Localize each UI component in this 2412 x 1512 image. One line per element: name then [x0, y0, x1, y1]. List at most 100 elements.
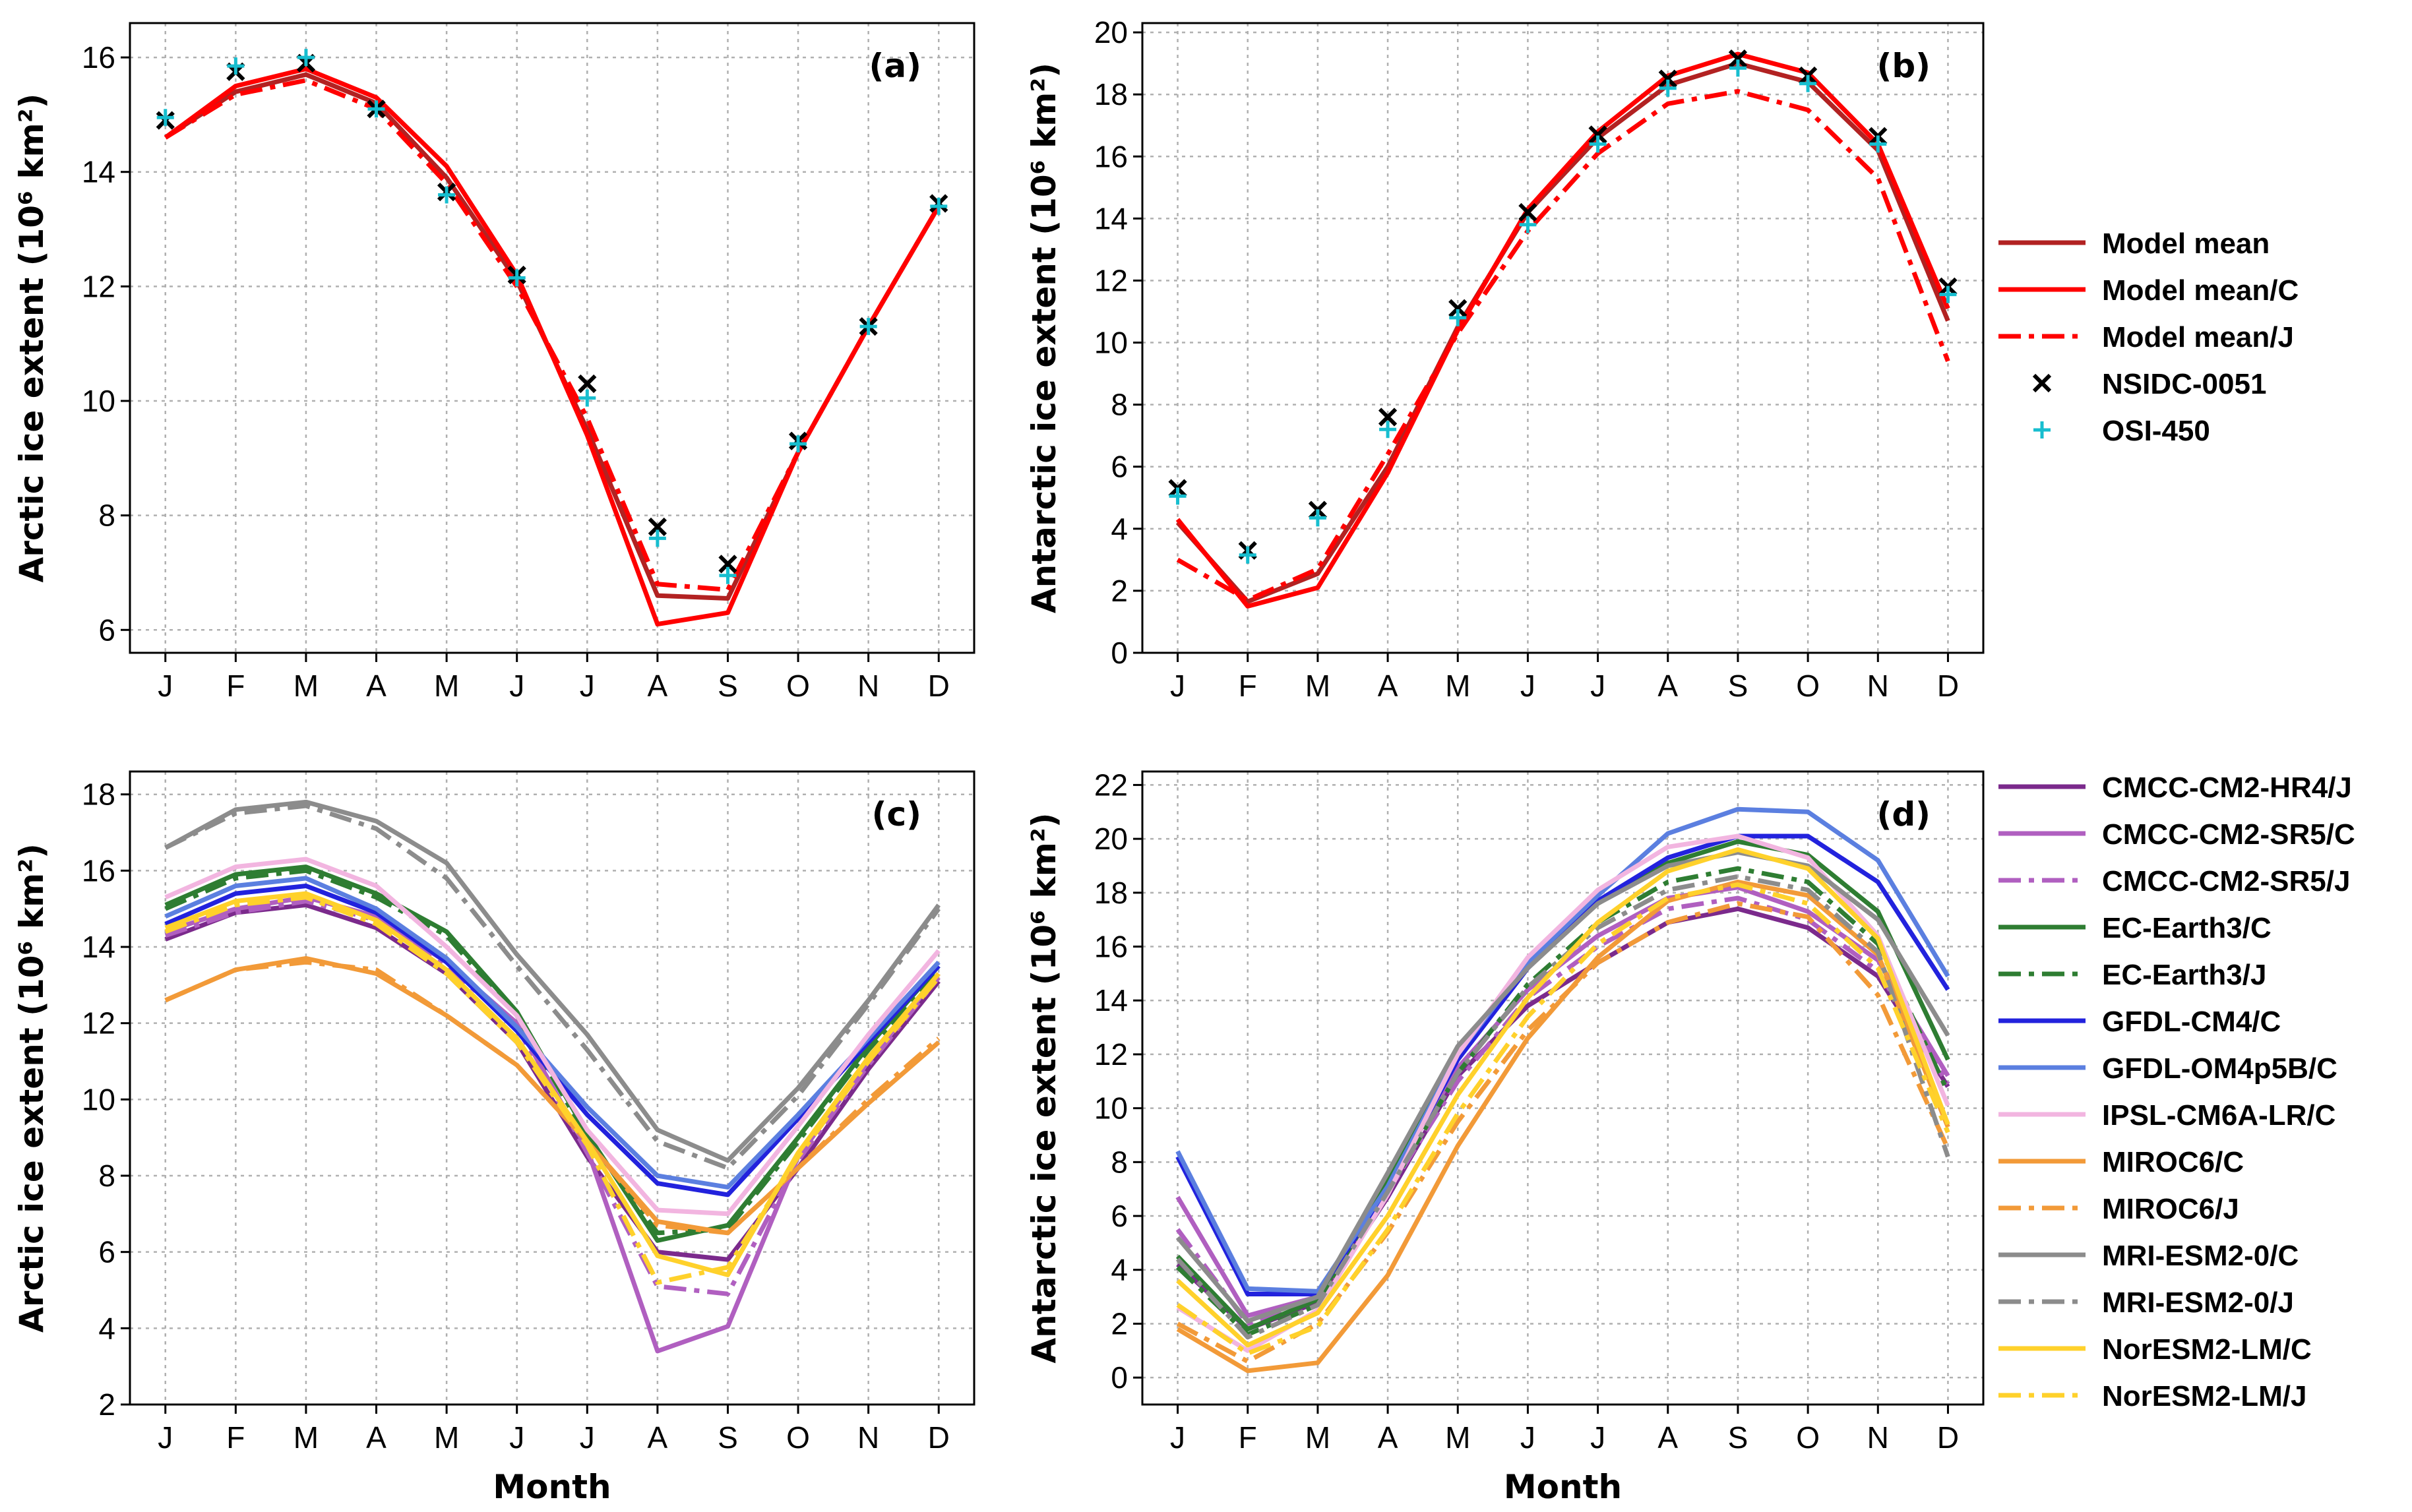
marker-nsidc-0051	[1658, 69, 1677, 88]
y-tick-label: 12	[1094, 1037, 1128, 1072]
marker-osi-450	[156, 109, 174, 127]
y-tick-label: 12	[82, 1006, 115, 1041]
series-line-ipsl-cm6a-lr-c	[164, 857, 941, 1217]
x-tick-label: J	[580, 669, 595, 703]
axes-frame	[1141, 770, 1985, 1406]
marker-osi-450	[227, 57, 245, 75]
marker-nsidc-0051	[648, 517, 667, 537]
legend-label: EC-Earth3/C	[2102, 912, 2272, 944]
marker-osi-450	[367, 100, 385, 118]
y-axis-label: Arctic ice extent (10⁶ km²)	[13, 843, 51, 1333]
series-line-gfdl-cm4-c	[1175, 833, 1950, 1296]
y-tick-label: 18	[1094, 77, 1128, 111]
y-tick-label: 6	[98, 613, 115, 647]
y-tick-label: 20	[1094, 822, 1128, 856]
series-line-model-mean-j	[1176, 89, 1950, 603]
x-tick-label: J	[1590, 1420, 1605, 1455]
legend-label: GFDL-OM4p5B/C	[2102, 1052, 2337, 1085]
x-tick-label: S	[1728, 1420, 1748, 1455]
series-line-model-mean-c	[1175, 51, 1950, 609]
marker-osi-450	[1799, 75, 1817, 92]
marker-osi-450	[297, 49, 315, 67]
legend-label: CMCC-CM2-HR4/J	[2102, 771, 2352, 804]
x-tick-label: A	[648, 1420, 668, 1455]
x-tick-label: M	[1305, 1420, 1330, 1455]
x-tick-label: F	[226, 669, 245, 703]
marker-osi-450	[1519, 216, 1537, 233]
series-line-model-mean	[164, 72, 941, 601]
x-tick-label: M	[294, 669, 319, 703]
marker-nsidc-0051	[718, 555, 737, 574]
axes-frame	[1141, 22, 1985, 654]
x-tick-label: A	[648, 669, 668, 703]
x-tick-label: D	[1937, 669, 1959, 703]
y-tick-label: 10	[1094, 326, 1128, 360]
legend-label: EC-Earth3/J	[2102, 959, 2266, 991]
marker-osi-450	[719, 566, 737, 584]
x-tick-label: M	[294, 1420, 319, 1455]
x-tick-label: N	[1867, 669, 1889, 703]
x-tick-label: J	[1590, 669, 1605, 703]
marker-osi-450	[1169, 487, 1187, 505]
x-tick-label: O	[1796, 1420, 1820, 1455]
marker-osi-450	[859, 318, 877, 336]
legend-label: Model mean/J	[2102, 321, 2294, 353]
x-tick-label: J	[509, 669, 524, 703]
panel-label: (b)	[1877, 47, 1931, 85]
y-tick-label: 12	[82, 269, 115, 303]
y-tick-label: 18	[1094, 876, 1128, 910]
x-tick-label: J	[1170, 669, 1185, 703]
marker-osi-450	[1589, 135, 1607, 153]
legend-label: IPSL-CM6A-LR/C	[2102, 1099, 2335, 1132]
y-tick-label: 14	[1094, 983, 1128, 1017]
x-tick-label: M	[434, 1420, 459, 1455]
x-tick-label: O	[786, 1420, 810, 1455]
x-tick-label: S	[718, 669, 738, 703]
x-tick-label: O	[786, 669, 810, 703]
y-axis-label: Antarctic ice extent (10⁶ km²)	[1025, 63, 1063, 613]
y-tick-label: 14	[82, 930, 115, 964]
marker-osi-450	[1379, 421, 1397, 438]
marker-nsidc-0051	[1448, 299, 1468, 318]
legend-label: MIROC6/C	[2102, 1146, 2244, 1178]
marker-osi-450	[1659, 79, 1677, 97]
marker-osi-450	[1939, 286, 1957, 303]
y-tick-label: 12	[1094, 263, 1128, 297]
legend-label: NorESM2-LM/C	[2102, 1333, 2312, 1366]
y-tick-label: 6	[1111, 450, 1128, 484]
y-tick-label: 16	[1094, 139, 1128, 173]
panel-d: J F M A M J J A S O N D 0 2 4 6 8 10 12 14 16 18 20 22 (d) Antarc…	[1025, 768, 1985, 1506]
y-tick-label: 6	[1111, 1199, 1128, 1233]
legend-label: GFDL-CM4/C	[2102, 1006, 2281, 1038]
series-line-miroc6-j	[164, 959, 941, 1236]
y-axis-label: Arctic ice extent (10⁶ km²)	[13, 94, 51, 583]
y-axis-label: Antarctic ice extent (10⁶ km²)	[1025, 812, 1063, 1363]
x-tick-label: J	[580, 1420, 595, 1455]
x-tick-label: D	[928, 1420, 950, 1455]
series-line-model-mean	[1175, 61, 1950, 604]
y-tick-label: 0	[1111, 1360, 1128, 1395]
panel-label: (a)	[869, 47, 921, 85]
y-tick-label: 6	[98, 1235, 115, 1269]
x-tick-label: A	[1657, 669, 1678, 703]
x-axis-label: Month	[1504, 1468, 1622, 1506]
y-tick-label: 8	[1111, 1145, 1128, 1179]
y-tick-label: 8	[1111, 388, 1128, 422]
series-line-cmcc-cm2-hr4-j	[1176, 906, 1950, 1332]
x-tick-label: S	[718, 1420, 738, 1455]
y-tick-label: 2	[1111, 574, 1128, 608]
y-tick-label: 4	[98, 1311, 115, 1345]
x-tick-label: M	[1305, 669, 1330, 703]
y-tick-label: 20	[1094, 15, 1128, 49]
x-tick-label: S	[1728, 669, 1748, 703]
marker-osi-450	[648, 529, 666, 547]
legend-b: Model mean Model mean/C Model mean/J NSIDC-…	[1998, 227, 2299, 447]
y-tick-label: 16	[82, 40, 115, 75]
x-tick-label: N	[857, 669, 879, 703]
x-tick-label: J	[1170, 1420, 1185, 1455]
y-tick-label: 8	[98, 499, 115, 533]
marker-osi-450	[789, 435, 807, 453]
x-tick-label: M	[1445, 669, 1470, 703]
series-line-noresm2-lm-j	[1176, 882, 1950, 1356]
marker-osi-450	[1869, 135, 1887, 153]
